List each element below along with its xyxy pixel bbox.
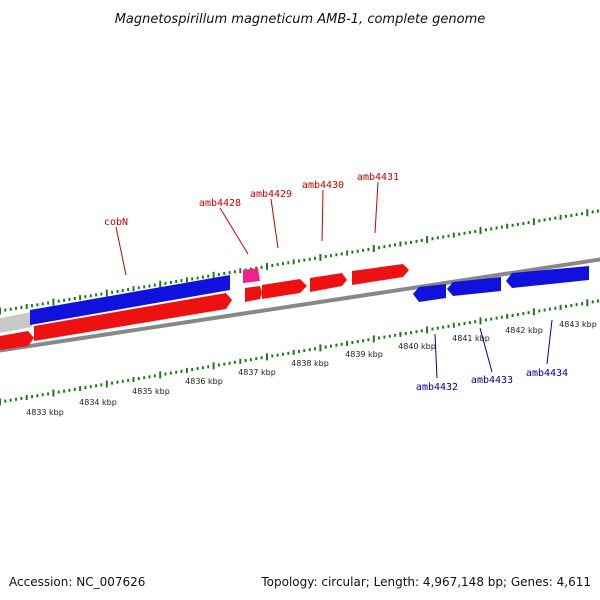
gene-label-amb4434[interactable]: amb4434 bbox=[526, 368, 568, 379]
genome-stats-text: Topology: circular; Length: 4,967,148 bp… bbox=[260, 575, 591, 589]
reverse-gene-labels: amb4432 amb4433 amb4434 bbox=[416, 319, 568, 393]
label-leader-line bbox=[115, 226, 127, 276]
gene-arrow-reverse[interactable] bbox=[30, 275, 230, 325]
label-leader-line bbox=[321, 189, 324, 242]
gene-label-amb4428[interactable]: amb4428 bbox=[199, 198, 241, 209]
gene-rna-feature[interactable] bbox=[243, 268, 260, 283]
lower-tick-track bbox=[0, 299, 599, 406]
label-leader-line bbox=[546, 319, 553, 365]
gene-arrow-reverse[interactable] bbox=[506, 266, 589, 288]
kbp-label: 4837 kbp bbox=[238, 368, 276, 377]
kbp-label: 4833 kbp bbox=[26, 408, 64, 417]
kbp-label: 4843 kbp bbox=[559, 320, 597, 329]
backbone-line bbox=[0, 257, 600, 353]
forward-gene-labels: cobN amb4428 amb4429 amb4430 amb4431 bbox=[104, 172, 399, 276]
gene-label-amb4433[interactable]: amb4433 bbox=[471, 375, 513, 386]
gene-label-amb4430[interactable]: amb4430 bbox=[302, 180, 344, 191]
kbp-label: 4836 kbp bbox=[185, 377, 223, 386]
gene-arrow-forward[interactable] bbox=[352, 264, 409, 285]
gene-arrow-reverse[interactable] bbox=[447, 277, 501, 296]
gene-label-cobN[interactable]: cobN bbox=[104, 217, 128, 228]
forward-genes bbox=[0, 264, 409, 350]
upper-tick-track bbox=[0, 209, 599, 315]
backbone-light-segment bbox=[0, 312, 32, 333]
label-leader-line bbox=[374, 181, 379, 234]
gene-arrow-forward[interactable] bbox=[262, 279, 307, 299]
kbp-label: 4840 kbp bbox=[398, 342, 436, 351]
kbp-label: 4835 kbp bbox=[132, 387, 170, 396]
label-leader-line bbox=[434, 333, 438, 379]
kbp-label: 4838 kbp bbox=[291, 359, 329, 368]
kbp-scale-labels: 4833 kbp 4834 kbp 4835 kbp 4836 kbp 4837… bbox=[26, 320, 597, 417]
gene-label-amb4431[interactable]: amb4431 bbox=[357, 172, 399, 183]
accession-text: Accession: NC_007626 bbox=[9, 575, 145, 589]
genome-backbone bbox=[0, 257, 600, 353]
label-leader-line bbox=[479, 327, 493, 373]
kbp-label: 4842 kbp bbox=[505, 326, 543, 335]
gene-arrow-forward[interactable] bbox=[310, 273, 347, 292]
label-leader-line bbox=[219, 207, 249, 255]
kbp-label: 4839 kbp bbox=[345, 350, 383, 359]
gene-arrow-forward[interactable] bbox=[245, 286, 262, 302]
gene-arrow-forward[interactable] bbox=[0, 331, 34, 350]
gene-arrow-forward[interactable] bbox=[34, 293, 232, 341]
kbp-label: 4841 kbp bbox=[452, 334, 490, 343]
map-title: Magnetospirillum magneticum AMB-1, compl… bbox=[115, 12, 486, 27]
gene-label-amb4429[interactable]: amb4429 bbox=[250, 189, 292, 200]
label-leader-line bbox=[270, 198, 279, 249]
gene-label-amb4432[interactable]: amb4432 bbox=[416, 382, 458, 393]
gene-arrow-reverse[interactable] bbox=[413, 284, 446, 302]
kbp-label: 4834 kbp bbox=[79, 398, 117, 407]
reverse-genes bbox=[30, 266, 589, 325]
